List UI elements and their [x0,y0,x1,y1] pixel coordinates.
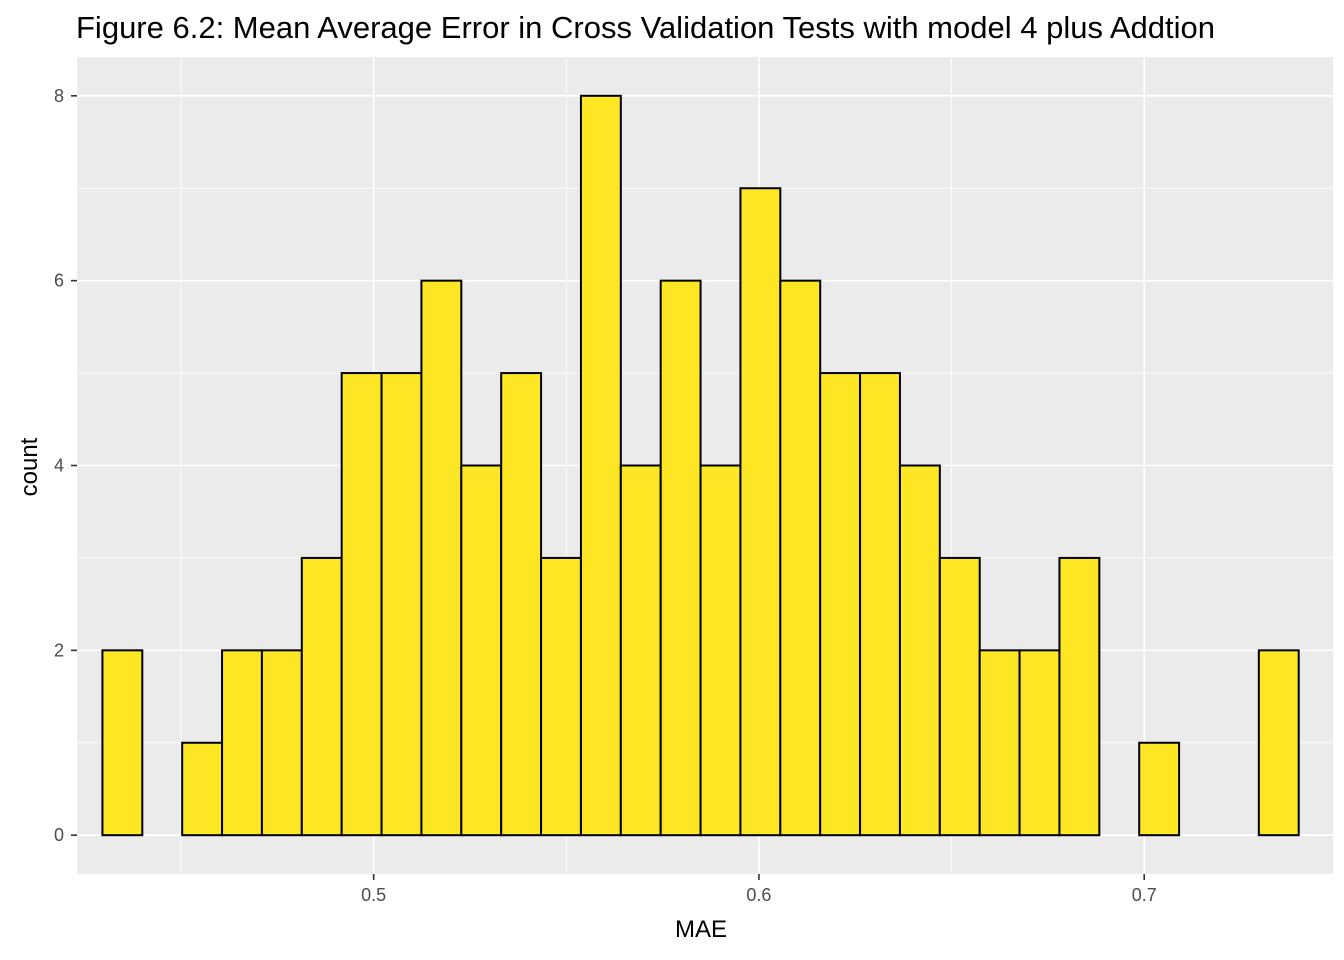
histogram-bar [779,279,822,837]
histogram-bar [619,464,662,837]
chart-title: Figure 6.2: Mean Average Error in Cross … [76,10,1215,45]
histogram-bar [819,372,862,837]
histogram-bar [699,464,742,837]
y-tick-label: 0 [54,825,64,845]
x-tick-label: 0.5 [361,885,386,905]
histogram-bar [460,464,503,837]
histogram-bar [300,556,343,837]
histogram-bar [540,556,582,837]
histogram-bar [739,187,782,837]
y-tick-label: 6 [54,271,64,291]
histogram-bar [221,649,263,837]
y-tick-label: 8 [54,86,64,106]
x-axis: 0.5 0.6 0.7 [361,874,1157,905]
y-axis: 0 2 4 6 8 [54,86,77,845]
histogram-bar [1138,741,1181,837]
x-tick-label: 0.7 [1132,885,1157,905]
histogram-bar [340,372,383,837]
histogram-bar [659,279,702,837]
histogram-bar [181,741,224,837]
histogram-bar [978,649,1021,837]
histogram-bars [101,94,1300,837]
histogram-bar [260,649,303,837]
histogram-bar [380,372,423,837]
histogram-bar [420,279,463,837]
y-tick-label: 4 [54,456,64,476]
y-tick-label: 2 [54,640,64,660]
histogram-bar [500,372,543,837]
histogram-bar [859,372,901,837]
x-tick-label: 0.6 [746,885,771,905]
histogram-bar [938,556,981,837]
histogram-bar [1257,649,1300,837]
histogram-bar [1058,556,1101,837]
histogram-bar [101,649,144,837]
histogram-bar [579,94,622,837]
histogram-bar [1018,649,1061,837]
histogram-bar [898,464,941,837]
x-axis-label: MAE [674,916,728,943]
